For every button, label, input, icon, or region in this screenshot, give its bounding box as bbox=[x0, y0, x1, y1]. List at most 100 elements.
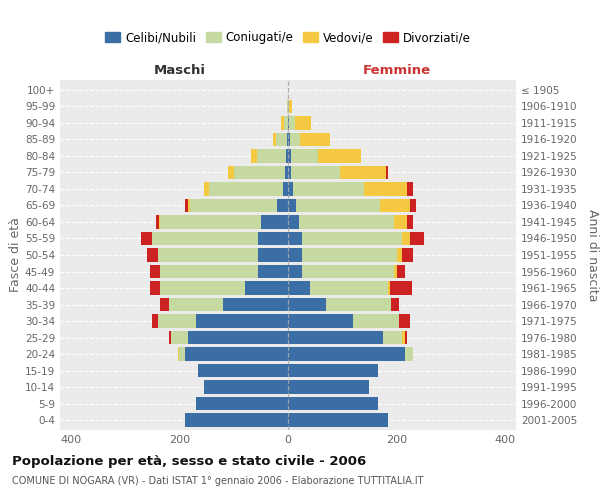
Bar bbox=[394, 215, 407, 229]
Bar bbox=[149, 281, 160, 295]
Bar bbox=[171, 331, 188, 344]
Bar bbox=[410, 198, 416, 212]
Bar bbox=[288, 314, 353, 328]
Bar bbox=[399, 314, 410, 328]
Bar bbox=[288, 364, 377, 378]
Bar bbox=[390, 281, 412, 295]
Bar bbox=[276, 132, 287, 146]
Bar bbox=[288, 166, 291, 179]
Bar bbox=[286, 149, 288, 162]
Bar bbox=[288, 264, 302, 278]
Bar bbox=[185, 198, 188, 212]
Text: Popolazione per età, sesso e stato civile - 2006: Popolazione per età, sesso e stato civil… bbox=[12, 455, 366, 468]
Bar bbox=[209, 182, 283, 196]
Bar bbox=[245, 281, 288, 295]
Bar bbox=[160, 215, 261, 229]
Bar bbox=[402, 331, 405, 344]
Bar bbox=[383, 331, 402, 344]
Bar bbox=[283, 182, 288, 196]
Bar bbox=[301, 132, 331, 146]
Bar bbox=[258, 248, 288, 262]
Bar bbox=[288, 232, 302, 245]
Bar bbox=[380, 198, 410, 212]
Y-axis label: Fasce di età: Fasce di età bbox=[9, 218, 22, 292]
Bar bbox=[288, 100, 289, 113]
Bar bbox=[291, 166, 340, 179]
Bar bbox=[228, 166, 234, 179]
Bar bbox=[234, 166, 285, 179]
Bar bbox=[288, 380, 370, 394]
Legend: Celibi/Nubili, Coniugati/e, Vedovi/e, Divorziati/e: Celibi/Nubili, Coniugati/e, Vedovi/e, Di… bbox=[100, 26, 476, 49]
Bar bbox=[288, 331, 383, 344]
Text: Maschi: Maschi bbox=[154, 64, 205, 76]
Text: Femmine: Femmine bbox=[362, 64, 431, 76]
Bar bbox=[287, 100, 288, 113]
Bar bbox=[185, 414, 288, 427]
Bar bbox=[293, 182, 364, 196]
Bar bbox=[196, 314, 288, 328]
Bar bbox=[407, 182, 413, 196]
Bar bbox=[302, 232, 402, 245]
Bar bbox=[391, 298, 399, 312]
Bar bbox=[407, 215, 413, 229]
Bar bbox=[147, 248, 158, 262]
Bar bbox=[152, 232, 258, 245]
Bar bbox=[149, 264, 160, 278]
Bar bbox=[159, 215, 160, 229]
Bar bbox=[142, 232, 152, 245]
Bar bbox=[156, 215, 159, 229]
Bar bbox=[178, 348, 179, 361]
Bar bbox=[284, 116, 288, 130]
Bar bbox=[251, 149, 257, 162]
Bar bbox=[402, 232, 410, 245]
Bar bbox=[179, 348, 185, 361]
Bar bbox=[196, 397, 288, 410]
Bar bbox=[364, 182, 407, 196]
Bar bbox=[326, 298, 391, 312]
Bar bbox=[169, 298, 223, 312]
Y-axis label: Anni di nascita: Anni di nascita bbox=[586, 209, 599, 301]
Bar bbox=[288, 248, 302, 262]
Bar bbox=[288, 149, 291, 162]
Bar bbox=[285, 166, 288, 179]
Text: COMUNE DI NOGARA (VR) - Dati ISTAT 1° gennaio 2006 - Elaborazione TUTTITALIA.IT: COMUNE DI NOGARA (VR) - Dati ISTAT 1° ge… bbox=[12, 476, 424, 486]
Bar bbox=[289, 116, 295, 130]
Bar bbox=[288, 414, 388, 427]
Bar bbox=[318, 149, 361, 162]
Bar bbox=[160, 264, 258, 278]
Bar bbox=[299, 215, 394, 229]
Bar bbox=[204, 380, 288, 394]
Bar bbox=[287, 132, 288, 146]
Bar bbox=[190, 198, 277, 212]
Bar bbox=[288, 116, 289, 130]
Bar bbox=[340, 166, 386, 179]
Bar bbox=[405, 348, 413, 361]
Bar bbox=[274, 132, 276, 146]
Bar bbox=[288, 298, 326, 312]
Bar bbox=[257, 149, 286, 162]
Bar bbox=[290, 132, 301, 146]
Bar bbox=[289, 100, 292, 113]
Bar bbox=[394, 264, 397, 278]
Bar bbox=[199, 364, 288, 378]
Bar bbox=[402, 248, 413, 262]
Bar bbox=[158, 314, 196, 328]
Bar bbox=[158, 248, 258, 262]
Bar bbox=[185, 348, 288, 361]
Bar bbox=[353, 314, 399, 328]
Bar bbox=[291, 149, 318, 162]
Bar bbox=[261, 215, 288, 229]
Bar bbox=[188, 198, 190, 212]
Bar bbox=[302, 264, 394, 278]
Bar bbox=[288, 132, 290, 146]
Bar bbox=[160, 281, 245, 295]
Bar bbox=[258, 232, 288, 245]
Bar bbox=[258, 264, 288, 278]
Bar bbox=[223, 298, 288, 312]
Bar bbox=[188, 331, 288, 344]
Bar bbox=[302, 248, 397, 262]
Bar bbox=[204, 182, 209, 196]
Bar bbox=[310, 281, 388, 295]
Bar bbox=[295, 116, 311, 130]
Bar bbox=[296, 198, 380, 212]
